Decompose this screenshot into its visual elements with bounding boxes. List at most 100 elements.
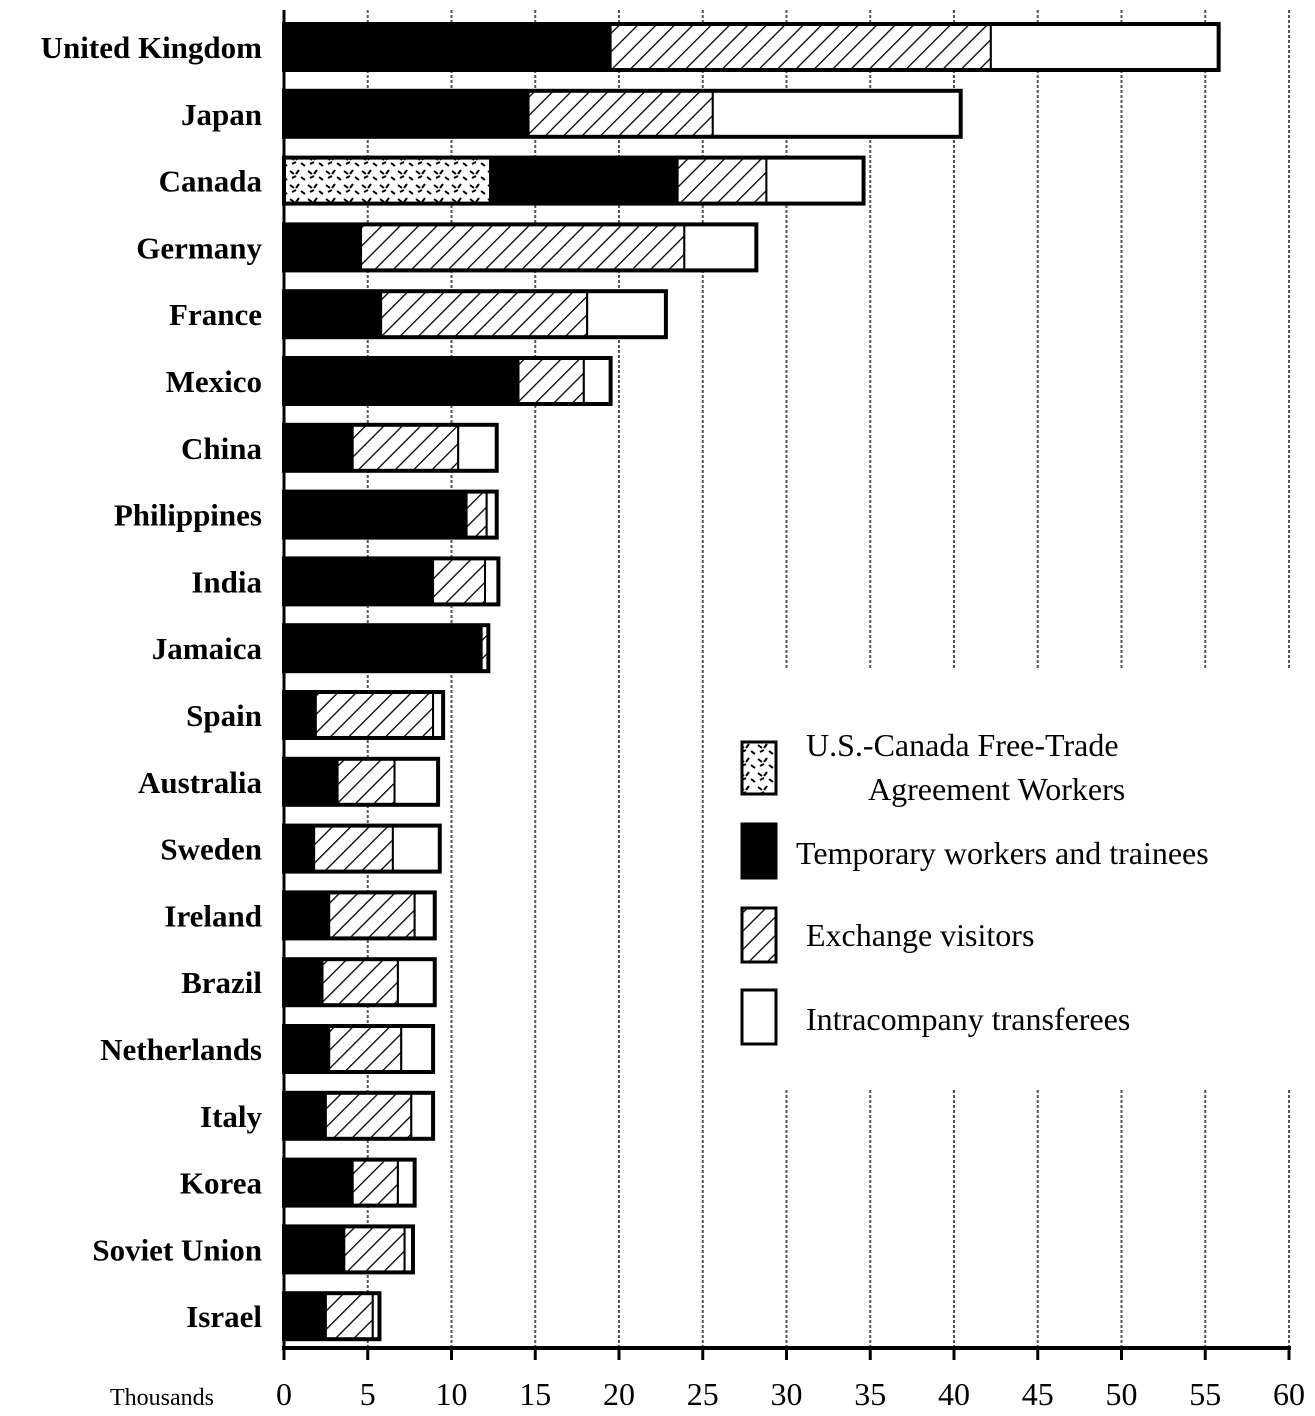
bar-segment-15-1 <box>283 1025 331 1073</box>
bar-segment-14-1 <box>283 958 324 1007</box>
x-tick-label: 20 <box>603 1376 635 1412</box>
bar-segment-5-3 <box>582 357 612 405</box>
legend-swatch-hatched <box>740 906 778 964</box>
bar-segment-11-3 <box>393 757 440 806</box>
legend-swatch-white <box>740 988 778 1046</box>
bar-segment-9-1 <box>283 624 483 673</box>
bar-segment-18-1 <box>283 1225 346 1274</box>
category-label: Canada <box>159 164 263 199</box>
bar-segment-15-2 <box>328 1025 403 1073</box>
legend-label: Intracompany transferees <box>806 1001 1130 1037</box>
bar-segment-19-2 <box>324 1292 374 1341</box>
category-label: Brazil <box>181 965 262 1000</box>
bar-segment-2-0 <box>283 156 492 205</box>
bar-segment-16-2 <box>324 1091 413 1140</box>
bar-segment-15-3 <box>400 1025 435 1073</box>
bar-segment-5-1 <box>283 357 520 405</box>
bar-segment-8-1 <box>283 557 435 606</box>
category-label: Netherlands <box>100 1032 262 1067</box>
bar-segment-1-3 <box>711 89 962 138</box>
bar-segment-18-2 <box>343 1225 406 1274</box>
bar-segment-2-3 <box>765 156 865 205</box>
x-tick-label: 55 <box>1189 1376 1221 1412</box>
legend-swatch-dotted <box>740 740 778 796</box>
bars <box>282 22 1221 1342</box>
category-label: Soviet Union <box>92 1232 262 1267</box>
bar-segment-12-2 <box>313 824 394 873</box>
bar-segment-4-3 <box>586 290 667 339</box>
category-label: Philippines <box>114 498 262 533</box>
x-tick-label: 5 <box>360 1376 376 1412</box>
x-tick-label: 60 <box>1273 1376 1305 1412</box>
x-tick-label: 40 <box>938 1376 970 1412</box>
bar-segment-3-1 <box>283 223 363 272</box>
x-axis-unit-label: Thousands <box>110 1385 214 1411</box>
category-label: Jamaica <box>152 631 263 666</box>
x-tick-label: 15 <box>519 1376 551 1412</box>
category-label: France <box>169 297 262 332</box>
bar-segment-6-2 <box>351 423 460 472</box>
bar-segment-7-1 <box>283 490 468 539</box>
category-label: Ireland <box>164 898 262 933</box>
bar-segment-11-2 <box>336 757 396 806</box>
legend: U.S.-Canada Free-Trade Agreement Workers T… <box>740 727 1209 1046</box>
bar-segment-16-1 <box>283 1091 327 1140</box>
bar-segment-17-1 <box>283 1158 354 1207</box>
bar-segment-14-2 <box>321 958 399 1007</box>
bar-segment-10-1 <box>283 691 317 739</box>
bar-segment-16-3 <box>410 1091 435 1140</box>
category-label: China <box>181 431 262 466</box>
bar-segment-11-1 <box>283 757 339 806</box>
bar-segment-0-2 <box>609 23 992 71</box>
legend-label: Exchange visitors <box>806 917 1034 953</box>
legend-label: Agreement Workers <box>868 771 1125 807</box>
bar-segment-1-2 <box>527 89 714 138</box>
bar-segment-13-3 <box>413 891 436 940</box>
bar-segment-8-2 <box>432 557 487 606</box>
bar-segment-7-2 <box>465 490 488 539</box>
x-tick-label: 10 <box>436 1376 468 1412</box>
category-label: Israel <box>186 1299 262 1334</box>
category-label: Germany <box>136 230 262 265</box>
bar-segment-13-2 <box>328 891 416 940</box>
category-labels: United Kingdom Japan Canada Germany France Me… <box>41 30 263 1334</box>
bar-segment-6-1 <box>283 423 354 472</box>
bar-segment-2-1 <box>489 156 679 205</box>
x-tick-label: 25 <box>687 1376 719 1412</box>
x-axis: 0 5 10 15 20 25 30 35 40 45 50 55 60 Thousands <box>110 10 1305 1412</box>
category-label: Sweden <box>160 832 262 867</box>
category-label: Australia <box>138 765 263 800</box>
x-tick-label: 35 <box>854 1376 886 1412</box>
bar-segment-4-2 <box>380 290 589 339</box>
legend-swatch-solid <box>740 822 778 880</box>
bar-segment-1-1 <box>283 89 530 138</box>
bar-segment-14-3 <box>396 958 436 1007</box>
bar-segment-3-2 <box>360 223 686 272</box>
gridlines <box>366 10 1290 1348</box>
bar-segment-0-1 <box>283 23 612 71</box>
category-label: Italy <box>200 1099 263 1134</box>
bar-segment-3-3 <box>683 223 758 272</box>
bar-segment-4-1 <box>283 290 383 339</box>
x-tick-label: 0 <box>276 1376 292 1412</box>
bar-segment-10-2 <box>314 691 435 739</box>
category-label: Spain <box>186 698 262 733</box>
bar-segment-13-1 <box>283 891 331 940</box>
legend-label: U.S.-Canada Free-Trade <box>806 727 1119 763</box>
bar-segment-5-2 <box>517 357 585 405</box>
bar-segment-19-1 <box>283 1292 327 1341</box>
category-label: Mexico <box>166 364 262 399</box>
category-label: India <box>191 564 262 599</box>
bar-segment-8-3 <box>484 557 500 606</box>
bar-segment-12-3 <box>391 824 441 873</box>
bar-segment-12-1 <box>283 824 316 873</box>
x-tick-label: 30 <box>771 1376 803 1412</box>
category-label: United Kingdom <box>41 30 263 65</box>
category-label: Japan <box>181 97 262 132</box>
bar-segment-17-3 <box>396 1158 416 1207</box>
x-tick-label: 45 <box>1022 1376 1054 1412</box>
bar-segment-17-2 <box>351 1158 399 1207</box>
x-tick-label: 50 <box>1106 1376 1138 1412</box>
bar-segment-2-2 <box>676 156 768 205</box>
